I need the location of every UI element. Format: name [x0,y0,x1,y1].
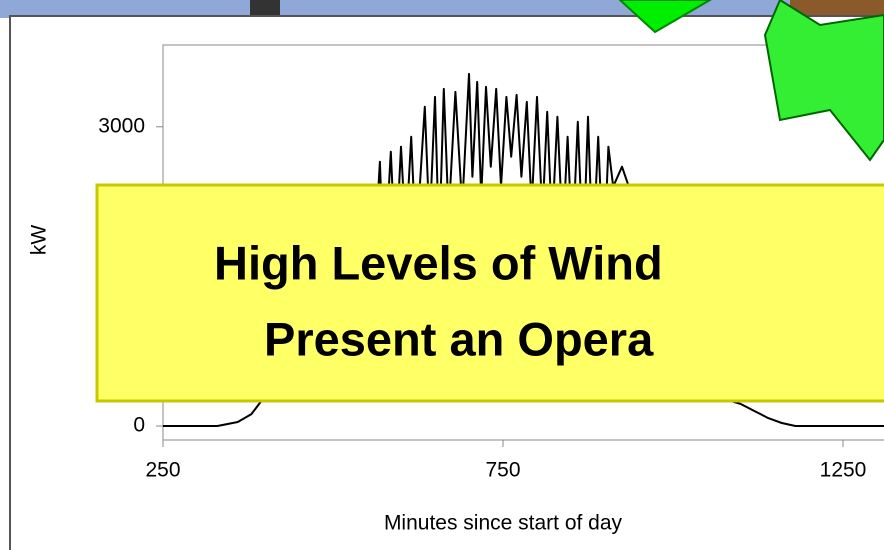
slide: 01000200030002507501250Minutes since sta… [0,0,884,550]
x-tick-label: 250 [145,459,180,482]
x-tick-label: 750 [485,459,520,482]
banner-line: Present an Opera [264,312,654,365]
x-axis-label: Minutes since start of day [384,512,623,535]
y-tick-label: 0 [133,414,145,437]
y-axis-label: kW [28,225,51,256]
y-tick-label: 3000 [98,114,145,137]
banner-line: High Levels of Wind [214,236,663,289]
x-tick-label: 1250 [820,459,867,482]
page: 01000200030002507501250Minutes since sta… [0,0,884,550]
banner [97,185,884,401]
